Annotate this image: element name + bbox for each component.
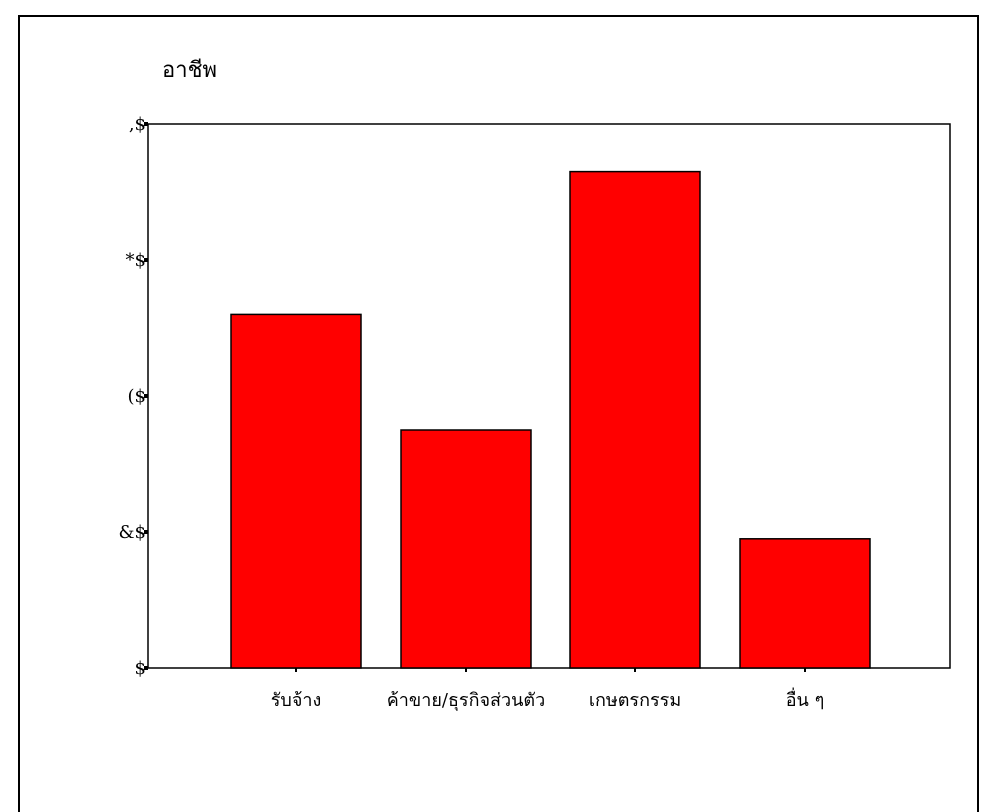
x-tick-label: รับจ้าง [271, 690, 322, 711]
y-tick-label: &$ [119, 522, 146, 543]
x-tick-label: อื่น ๆ [786, 687, 825, 711]
x-tick-label: เกษตรกรรม [589, 690, 681, 711]
chart-title: อาชีพ [162, 58, 217, 83]
y-tick-label: *$ [126, 250, 146, 271]
y-tick-label: $ [135, 658, 146, 679]
y-tick-label: ($ [128, 386, 146, 407]
y-tick-label: ,$ [129, 114, 146, 135]
bar-1 [230, 313, 362, 669]
outer-frame [18, 15, 979, 812]
bar-2 [400, 429, 532, 669]
bar-3 [569, 170, 701, 669]
bar-4 [739, 538, 871, 669]
x-tick-label: ค้าขาย/ธุรกิจส่วนตัว [387, 690, 545, 711]
